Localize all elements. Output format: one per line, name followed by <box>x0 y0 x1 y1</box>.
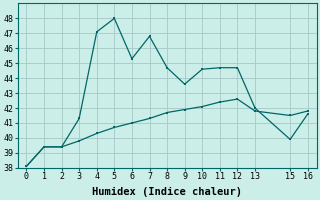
X-axis label: Humidex (Indice chaleur): Humidex (Indice chaleur) <box>92 186 242 197</box>
